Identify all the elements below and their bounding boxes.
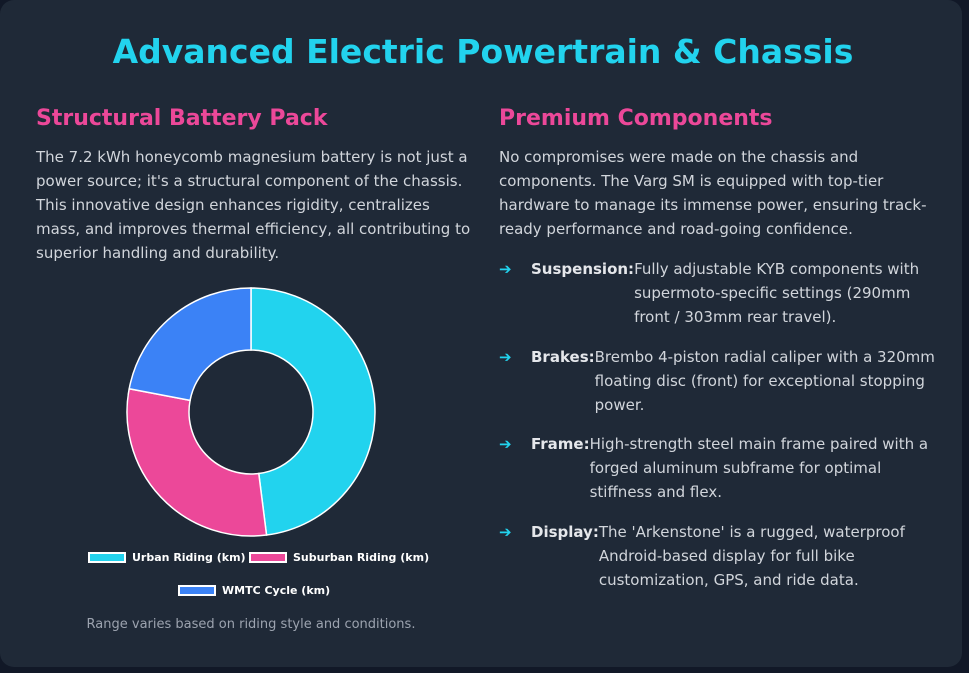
slice-wmtc[interactable] — [128, 287, 252, 402]
spec-item-suspension: ➔ Suspension: Fully adjustable KYB compo… — [499, 257, 939, 329]
spec-description: High-strength steel main frame paired wi… — [589, 435, 929, 501]
legend-label: WMTC Cycle (km) — [222, 584, 331, 597]
legend-item-urban[interactable]: Urban Riding (km) — [88, 551, 246, 564]
arrow-right-icon: ➔ — [499, 435, 512, 453]
components-description: No compromises were made on the chassis … — [499, 148, 927, 238]
arrow-right-icon: ➔ — [499, 523, 512, 541]
battery-description: The 7.2 kWh honeycomb magnesium battery … — [36, 148, 471, 262]
legend-item-wmtc[interactable]: WMTC Cycle (km) — [178, 584, 330, 597]
spec-description: The 'Arkenstone' is a rugged, waterproof… — [598, 523, 905, 589]
range-donut-chart — [126, 287, 376, 537]
legend-swatch-urban — [88, 552, 126, 563]
slice-suburban[interactable] — [126, 387, 268, 537]
spec-label: Frame: — [531, 435, 590, 453]
range-note: Range varies based on riding style and c… — [86, 617, 416, 632]
spec-description: Brembo 4-piston radial caliper with a 32… — [594, 348, 935, 414]
spec-description: Fully adjustable KYB components with sup… — [634, 260, 920, 326]
legend-swatch-wmtc — [178, 585, 216, 596]
arrow-right-icon: ➔ — [499, 260, 512, 278]
slice-urban[interactable] — [250, 287, 376, 536]
page-title: Advanced Electric Powertrain & Chassis — [112, 32, 854, 71]
spec-item-frame: ➔ Frame: High-strength steel main frame … — [499, 432, 939, 504]
spec-item-brakes: ➔ Brakes: Brembo 4-piston radial caliper… — [499, 345, 939, 417]
legend-label: Suburban Riding (km) — [293, 551, 430, 564]
legend-item-suburban[interactable]: Suburban Riding (km) — [249, 551, 429, 564]
components-heading: Premium Components — [499, 106, 773, 131]
legend-swatch-suburban — [249, 552, 287, 563]
spec-label: Brakes: — [531, 348, 595, 366]
spec-item-display: ➔ Display: The 'Arkenstone' is a rugged,… — [499, 520, 939, 592]
arrow-right-icon: ➔ — [499, 348, 512, 366]
legend-label: Urban Riding (km) — [132, 551, 246, 564]
battery-heading: Structural Battery Pack — [36, 106, 328, 131]
spec-label: Display: — [531, 523, 599, 541]
spec-label: Suspension: — [531, 260, 635, 278]
